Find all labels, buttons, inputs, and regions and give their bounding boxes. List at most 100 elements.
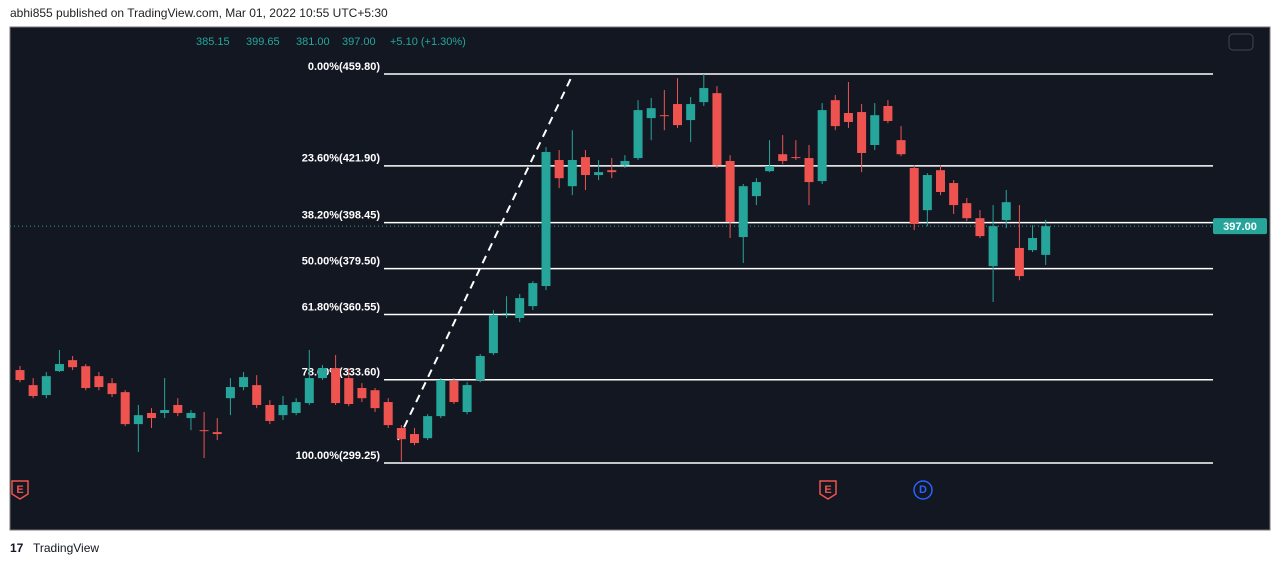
candle-body	[962, 203, 972, 219]
candle-body	[633, 110, 643, 159]
candle-body	[265, 404, 275, 421]
candle-body	[331, 368, 341, 404]
candle-body	[515, 298, 525, 318]
chart-pane	[9, 26, 1271, 531]
candle-body	[475, 356, 485, 381]
last-price-tag	[1213, 218, 1267, 235]
candle-body	[817, 110, 827, 182]
candle-body	[922, 175, 932, 211]
fib-level-label: 0.00%(459.80)	[308, 61, 380, 73]
candle-body	[304, 378, 314, 404]
candle-body	[370, 390, 380, 409]
fib-level-label: 38.20%(398.45)	[302, 210, 381, 222]
candle-body	[212, 432, 222, 435]
candle-body	[344, 378, 354, 405]
candle-body	[580, 157, 590, 176]
candle-body	[423, 416, 433, 439]
candle-body	[712, 93, 722, 166]
candle-body	[699, 88, 709, 103]
candle-body	[410, 434, 419, 444]
candle-body	[317, 368, 327, 379]
candle-body	[1001, 202, 1011, 221]
candle-body	[41, 376, 51, 396]
candle-body	[673, 104, 682, 126]
ohlc-value: +5.10 (+1.30%)	[390, 36, 466, 48]
candle-body	[751, 182, 761, 197]
candle-body	[883, 105, 893, 122]
candle-body	[975, 218, 985, 237]
candle-body	[567, 160, 577, 187]
candle-body	[15, 370, 25, 381]
candle-body	[909, 168, 919, 224]
candle-body	[528, 283, 538, 307]
candle-body	[725, 160, 735, 223]
candle-body	[1014, 247, 1024, 277]
candle-body	[738, 186, 748, 238]
candle-body	[278, 404, 288, 416]
ohlc-value: 381.00	[296, 36, 330, 48]
candle-body	[554, 160, 564, 179]
event-marker[interactable]	[913, 480, 933, 500]
candle-body	[646, 108, 656, 119]
candle-body	[81, 366, 91, 389]
candle-body	[843, 113, 853, 122]
ohlc-value: 399.65	[246, 36, 280, 48]
fib-level-label: 100.00%(299.25)	[296, 450, 381, 462]
candle-body	[383, 402, 393, 426]
candle-body	[607, 170, 617, 173]
candle-body	[199, 430, 209, 432]
candle-body	[620, 160, 630, 166]
candle-body	[449, 380, 459, 403]
fib-trend-line	[397, 75, 573, 441]
candle-body	[225, 387, 235, 399]
fib-level-label: 61.80%(360.55)	[302, 301, 381, 313]
candle-body	[896, 140, 906, 155]
pane-button[interactable]	[1228, 33, 1254, 51]
candle-body	[186, 412, 196, 419]
candle-body	[107, 383, 117, 395]
event-label: E	[16, 484, 23, 496]
candle-body	[949, 183, 959, 206]
candle-body	[396, 427, 406, 440]
candle-body	[160, 410, 170, 413]
ohlc-value: 385.15	[196, 36, 230, 48]
footer-brand: TradingView	[33, 541, 99, 555]
candle-body	[659, 115, 669, 117]
candle-body	[594, 172, 604, 176]
candle-body	[1041, 226, 1051, 255]
candle-body	[765, 166, 775, 172]
event-marker[interactable]	[11, 480, 29, 500]
candle-body	[252, 385, 262, 405]
candle-body	[54, 364, 64, 372]
candle-body	[120, 392, 130, 425]
candle-body	[173, 404, 183, 413]
logo-mark: 17	[10, 541, 24, 555]
candle-body	[791, 157, 801, 159]
candle-body	[936, 170, 945, 193]
event-label: E	[824, 484, 831, 496]
candle-body	[778, 154, 788, 161]
candle-body	[686, 104, 696, 121]
candle-body	[857, 112, 867, 153]
candle-body	[357, 388, 367, 399]
candle-body	[133, 415, 143, 425]
candle-body	[68, 360, 78, 368]
candle-body	[502, 313, 512, 315]
candle-body	[1028, 238, 1038, 251]
last-price-label: 397.00	[1223, 221, 1257, 233]
fib-level-label: 50.00%(379.50)	[302, 255, 381, 267]
fib-level-label: 78.60%(333.60)	[302, 367, 381, 379]
candle-body	[804, 158, 814, 183]
candle-body	[436, 380, 446, 417]
ohlc-value: 397.00	[342, 36, 376, 48]
candle-body	[28, 385, 38, 397]
event-label: D	[919, 484, 927, 496]
candle-body	[291, 402, 301, 413]
logo: 17 TradingView	[10, 541, 99, 555]
event-marker[interactable]	[819, 480, 837, 500]
candle-body	[988, 226, 998, 267]
candle-body	[488, 315, 498, 354]
attribution: abhi855 published on TradingView.com, Ma…	[10, 6, 388, 20]
